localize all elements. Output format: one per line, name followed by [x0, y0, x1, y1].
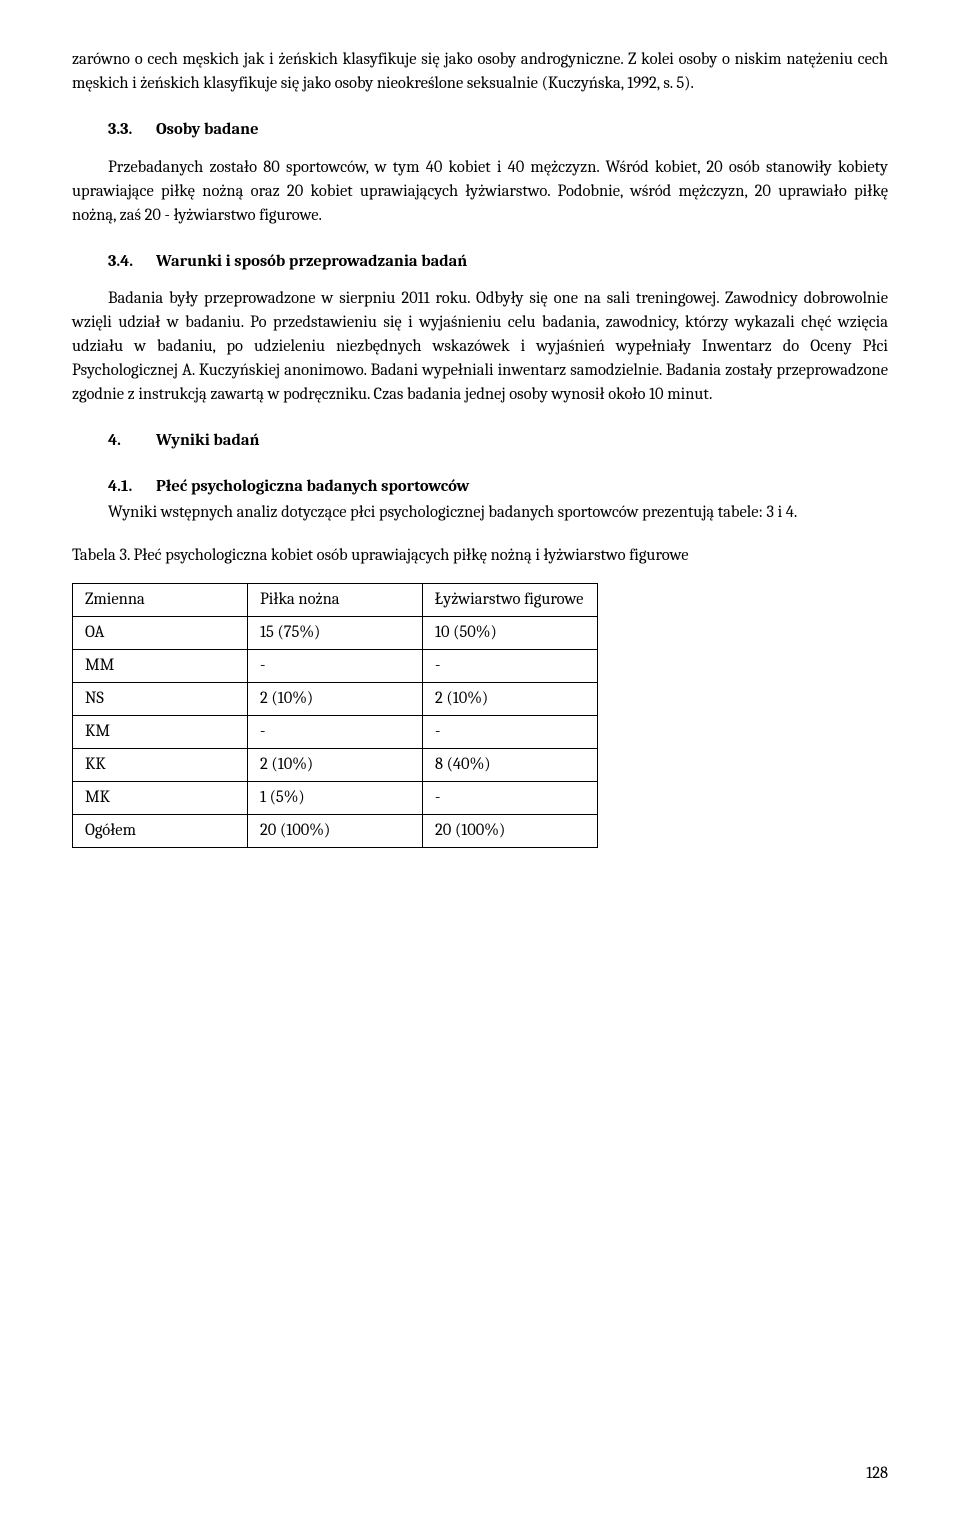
table-cell: MK	[73, 782, 248, 815]
table-cell: -	[423, 782, 598, 815]
table-cell: 20 (100%)	[423, 814, 598, 847]
table-row: MK 1 (5%) -	[73, 782, 598, 815]
page-number: 128	[866, 1462, 888, 1486]
section-4-1: 4.1. Płeć psychologiczna badanych sporto…	[72, 475, 888, 525]
table-row: MM - -	[73, 650, 598, 683]
table-cell: -	[248, 650, 423, 683]
heading-num: 3.3.	[108, 118, 138, 142]
table-cell: MM	[73, 650, 248, 683]
table-row: Ogółem 20 (100%) 20 (100%)	[73, 814, 598, 847]
table-row: NS 2 (10%) 2 (10%)	[73, 683, 598, 716]
table-header-cell: Łyżwiarstwo figurowe	[423, 584, 598, 617]
table-cell: 10 (50%)	[423, 617, 598, 650]
heading-3-4: 3.4. Warunki i sposób przeprowadzania ba…	[108, 250, 888, 274]
heading-num: 3.4.	[108, 250, 138, 274]
paragraph-4-1: Wyniki wstępnych analiz dotyczące płci p…	[72, 501, 888, 525]
table-3-caption: Tabela 3. Płeć psychologiczna kobiet osó…	[72, 539, 888, 574]
heading-title: Osoby badane	[156, 118, 259, 142]
heading-3-3: 3.3. Osoby badane	[108, 118, 888, 142]
heading-title: Wyniki badań	[156, 429, 260, 453]
table-3: Zmienna Piłka nożna Łyżwiarstwo figurowe…	[72, 583, 598, 847]
table-header-row: Zmienna Piłka nożna Łyżwiarstwo figurowe	[73, 584, 598, 617]
table-cell: 15 (75%)	[248, 617, 423, 650]
table-header-cell: Piłka nożna	[248, 584, 423, 617]
heading-title: Warunki i sposób przeprowadzania badań	[156, 250, 467, 274]
table-cell: 20 (100%)	[248, 814, 423, 847]
table-row: KK 2 (10%) 8 (40%)	[73, 749, 598, 782]
table-cell: 2 (10%)	[248, 749, 423, 782]
table-cell: 2 (10%)	[423, 683, 598, 716]
table-cell: -	[423, 716, 598, 749]
paragraph-warunki: Badania były przeprowadzone w sierpniu 2…	[72, 287, 888, 407]
table-cell: 8 (40%)	[423, 749, 598, 782]
heading-num: 4.1.	[108, 475, 138, 499]
table-cell: OA	[73, 617, 248, 650]
heading-4-1: 4.1. Płeć psychologiczna badanych sporto…	[108, 475, 888, 499]
table-row: OA 15 (75%) 10 (50%)	[73, 617, 598, 650]
table-cell: NS	[73, 683, 248, 716]
paragraph-osoby-badane: Przebadanych zostało 80 sportowców, w ty…	[72, 156, 888, 228]
paragraph-intro: zarówno o cech męskich jak i żeńskich kl…	[72, 48, 888, 96]
table-cell: 1 (5%)	[248, 782, 423, 815]
heading-num: 4.	[108, 429, 138, 453]
table-cell: Ogółem	[73, 814, 248, 847]
table-cell: -	[248, 716, 423, 749]
table-header-cell: Zmienna	[73, 584, 248, 617]
table-cell: KK	[73, 749, 248, 782]
heading-4: 4. Wyniki badań	[108, 429, 888, 453]
table-row: KM - -	[73, 716, 598, 749]
table-cell: -	[423, 650, 598, 683]
heading-title: Płeć psychologiczna badanych sportowców	[156, 475, 469, 499]
table-cell: 2 (10%)	[248, 683, 423, 716]
table-cell: KM	[73, 716, 248, 749]
